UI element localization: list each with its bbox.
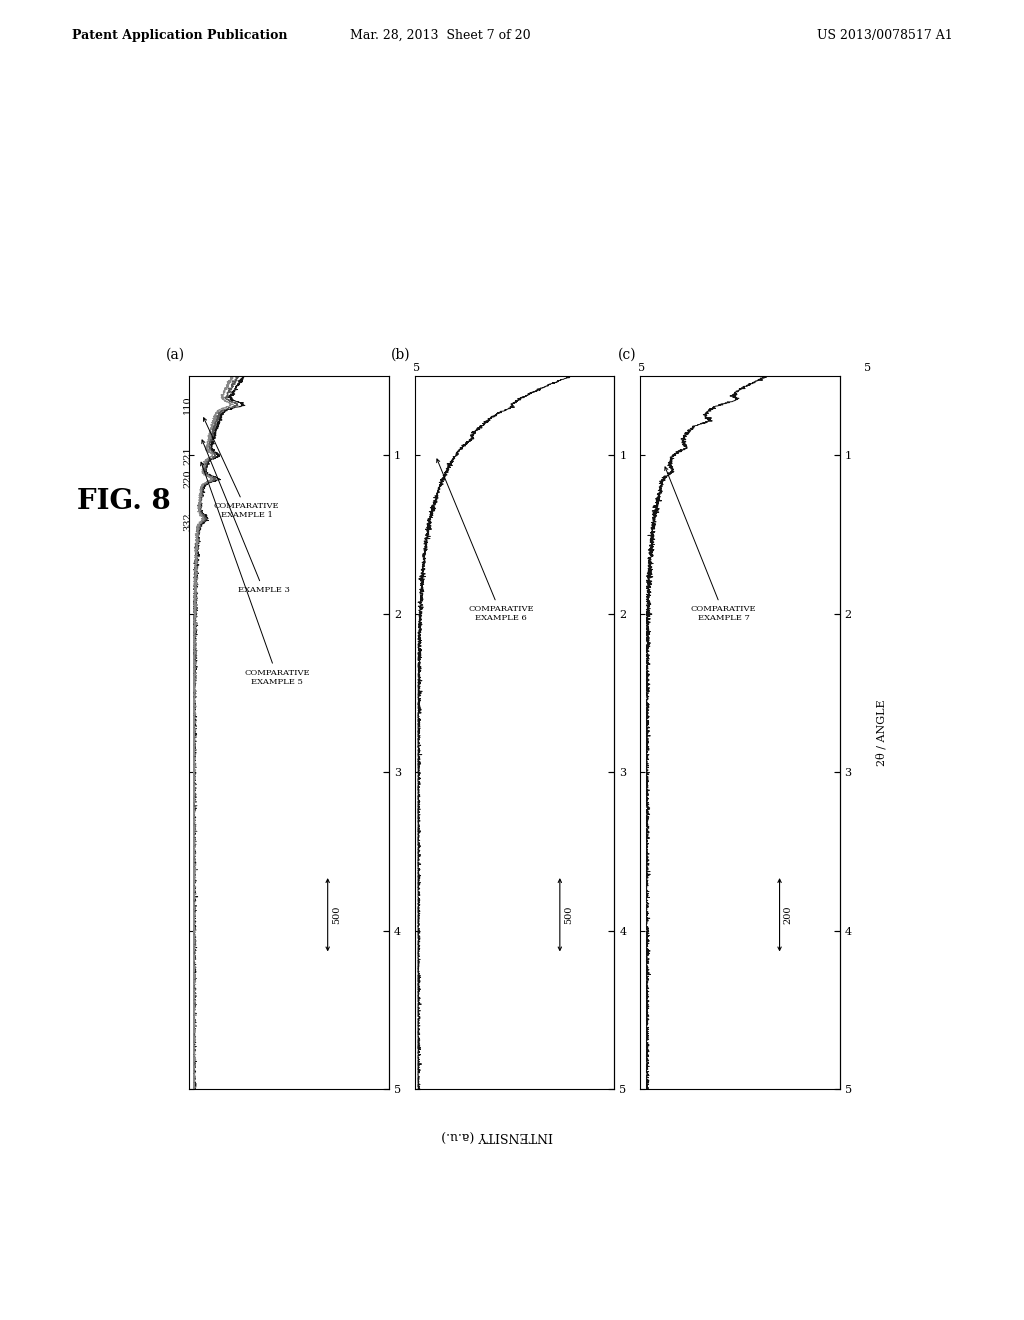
Y-axis label: 2θ / ANGLE: 2θ / ANGLE <box>426 700 436 766</box>
Text: 5: 5 <box>413 363 420 372</box>
Text: INTENSITY (a.u.): INTENSITY (a.u.) <box>440 1129 553 1142</box>
Text: COMPARATIVE
EXAMPLE 7: COMPARATIVE EXAMPLE 7 <box>665 467 757 623</box>
Text: (a): (a) <box>166 348 185 362</box>
Text: 5: 5 <box>863 363 870 372</box>
Text: COMPARATIVE
EXAMPLE 6: COMPARATIVE EXAMPLE 6 <box>436 459 534 623</box>
Text: FIG. 8: FIG. 8 <box>77 488 171 515</box>
Text: 500: 500 <box>332 906 341 924</box>
Text: COMPARATIVE
EXAMPLE 1: COMPARATIVE EXAMPLE 1 <box>204 417 280 520</box>
Y-axis label: 2θ / ANGLE: 2θ / ANGLE <box>877 700 887 766</box>
Text: EXAMPLE 3: EXAMPLE 3 <box>202 440 290 594</box>
Text: 332: 332 <box>183 512 193 532</box>
Text: 221: 221 <box>183 446 193 465</box>
Text: Patent Application Publication: Patent Application Publication <box>72 29 287 42</box>
Text: 220: 220 <box>183 470 193 488</box>
Text: (b): (b) <box>391 348 411 362</box>
Text: 5: 5 <box>638 363 645 372</box>
Text: 110: 110 <box>182 396 191 414</box>
Text: Mar. 28, 2013  Sheet 7 of 20: Mar. 28, 2013 Sheet 7 of 20 <box>350 29 530 42</box>
Text: (c): (c) <box>617 348 636 362</box>
Y-axis label: 2θ / ANGLE: 2θ / ANGLE <box>651 700 662 766</box>
Text: 500: 500 <box>564 906 573 924</box>
Text: US 2013/0078517 A1: US 2013/0078517 A1 <box>816 29 952 42</box>
Text: 200: 200 <box>783 906 792 924</box>
Text: COMPARATIVE
EXAMPLE 5: COMPARATIVE EXAMPLE 5 <box>201 462 310 686</box>
